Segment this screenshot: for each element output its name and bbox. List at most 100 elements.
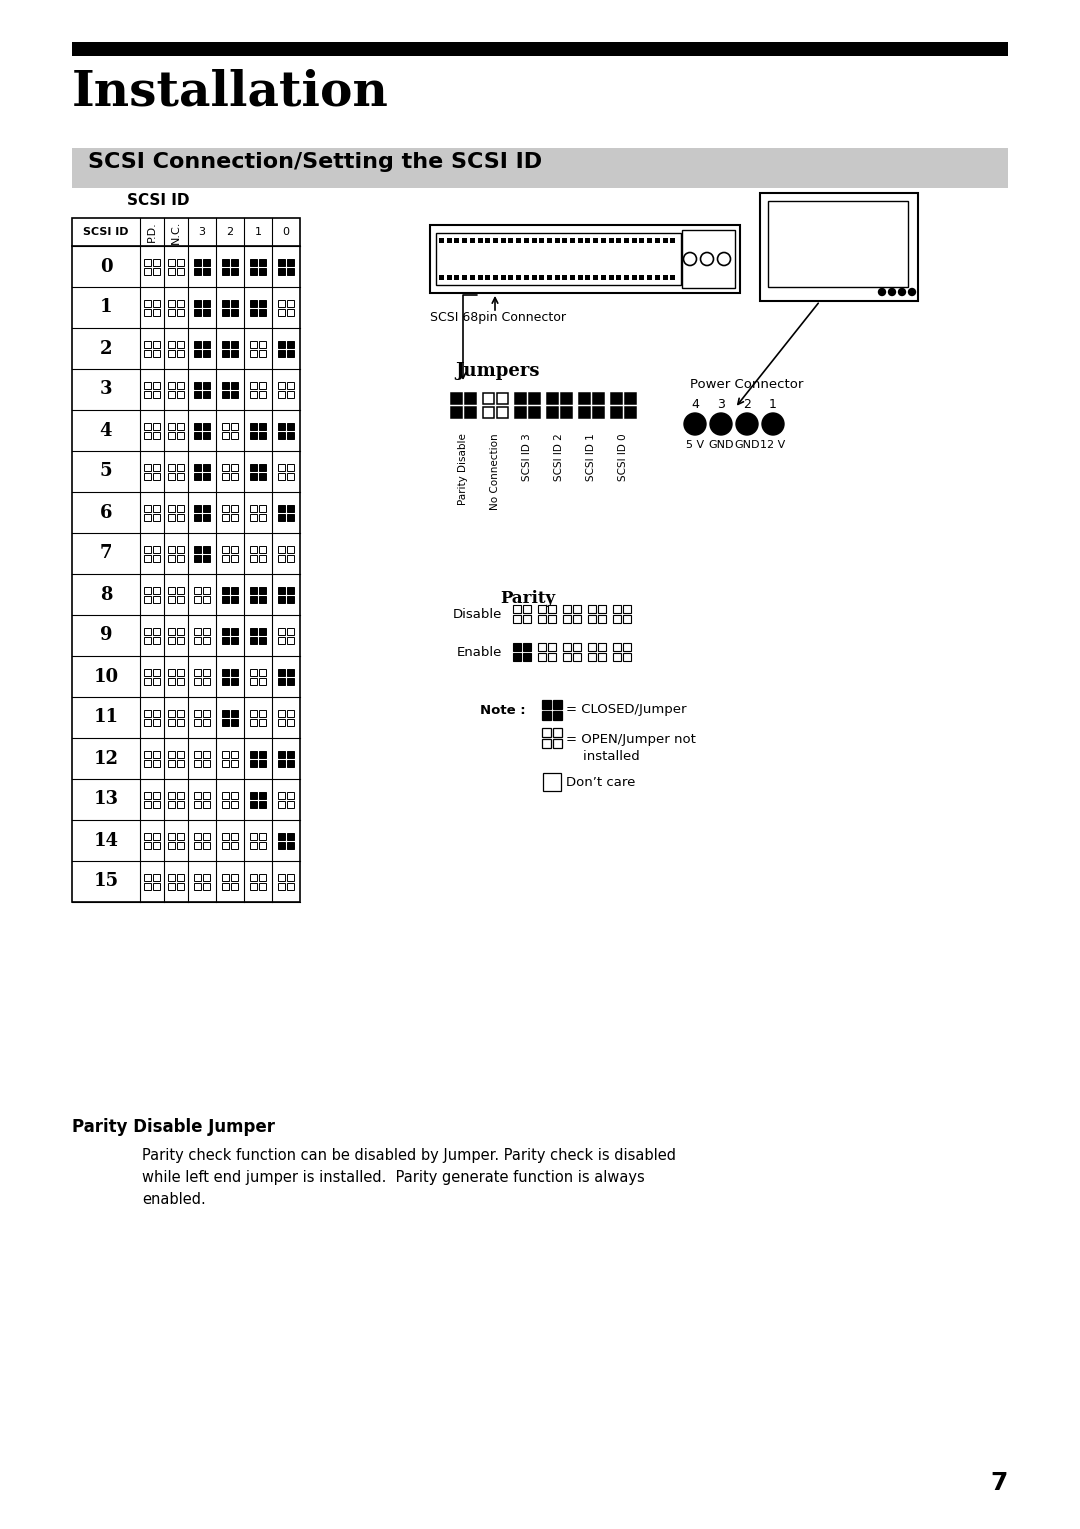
Text: 1: 1 (255, 226, 261, 237)
Bar (249, 300, 257, 306)
Bar (203, 841, 210, 849)
Bar (598, 615, 606, 622)
Bar (624, 239, 629, 243)
Bar (613, 605, 621, 613)
Bar (278, 595, 285, 602)
Text: 12: 12 (94, 749, 119, 768)
Text: Installation: Installation (72, 67, 389, 115)
Bar (231, 546, 238, 552)
Bar (278, 751, 285, 757)
Bar (249, 719, 257, 725)
Bar (203, 463, 210, 471)
Bar (501, 239, 505, 243)
Bar (555, 275, 559, 280)
Bar (153, 514, 160, 520)
Bar (287, 627, 294, 635)
Bar (613, 615, 621, 622)
Bar (231, 627, 238, 635)
Bar (447, 239, 451, 243)
Bar (222, 595, 229, 602)
Bar (203, 514, 210, 520)
Bar (153, 841, 160, 849)
Bar (610, 393, 621, 404)
Text: SCSI ID 2: SCSI ID 2 (554, 433, 564, 480)
Bar (194, 587, 201, 593)
Bar (632, 239, 637, 243)
Bar (194, 792, 201, 798)
Bar (514, 407, 526, 417)
Text: Note :: Note : (480, 703, 526, 717)
Text: Jumpers: Jumpers (455, 362, 540, 381)
Circle shape (710, 413, 732, 434)
Bar (578, 275, 583, 280)
Bar (278, 463, 285, 471)
Bar (543, 774, 561, 790)
Bar (455, 275, 459, 280)
Bar (287, 719, 294, 725)
Bar (249, 382, 257, 388)
Bar (194, 719, 201, 725)
Text: 1: 1 (769, 398, 777, 411)
Bar (153, 300, 160, 306)
Text: Don’t care: Don’t care (566, 775, 635, 789)
Bar (153, 309, 160, 315)
Text: 2: 2 (227, 226, 233, 237)
Bar (168, 882, 175, 890)
Bar (203, 431, 210, 439)
Bar (249, 431, 257, 439)
Bar (593, 275, 598, 280)
Bar (259, 751, 266, 757)
Bar (231, 431, 238, 439)
Bar (259, 382, 266, 388)
Bar (153, 555, 160, 561)
Bar (231, 801, 238, 807)
Text: SCSI ID: SCSI ID (83, 226, 129, 237)
Bar (593, 407, 604, 417)
Bar (538, 615, 546, 622)
Bar (259, 873, 266, 881)
Bar (624, 407, 635, 417)
Bar (462, 239, 468, 243)
Bar (623, 605, 631, 613)
Bar (168, 350, 175, 356)
Bar (259, 841, 266, 849)
Bar (177, 341, 184, 347)
Bar (177, 555, 184, 561)
Bar (203, 873, 210, 881)
Bar (249, 505, 257, 512)
Bar (563, 644, 571, 651)
Bar (153, 472, 160, 480)
Bar (231, 350, 238, 356)
Bar (579, 407, 590, 417)
Bar (470, 239, 475, 243)
Bar (168, 873, 175, 881)
Bar (231, 472, 238, 480)
Bar (177, 300, 184, 306)
Bar (177, 268, 184, 275)
Bar (259, 258, 266, 266)
Bar (531, 239, 537, 243)
Bar (144, 546, 151, 552)
Bar (144, 382, 151, 388)
Bar (483, 407, 494, 417)
Bar (287, 841, 294, 849)
Bar (222, 309, 229, 315)
Text: GND: GND (734, 440, 759, 450)
Bar (278, 801, 285, 807)
Text: 7: 7 (99, 544, 112, 563)
Bar (203, 268, 210, 275)
Bar (153, 505, 160, 512)
Bar (287, 751, 294, 757)
Bar (231, 709, 238, 717)
Bar (203, 668, 210, 676)
Bar (287, 258, 294, 266)
Bar (231, 873, 238, 881)
Bar (194, 555, 201, 561)
Bar (153, 832, 160, 839)
Bar (278, 546, 285, 552)
Bar (538, 653, 546, 661)
Bar (168, 677, 175, 685)
Bar (177, 873, 184, 881)
Bar (259, 668, 266, 676)
Bar (177, 587, 184, 593)
